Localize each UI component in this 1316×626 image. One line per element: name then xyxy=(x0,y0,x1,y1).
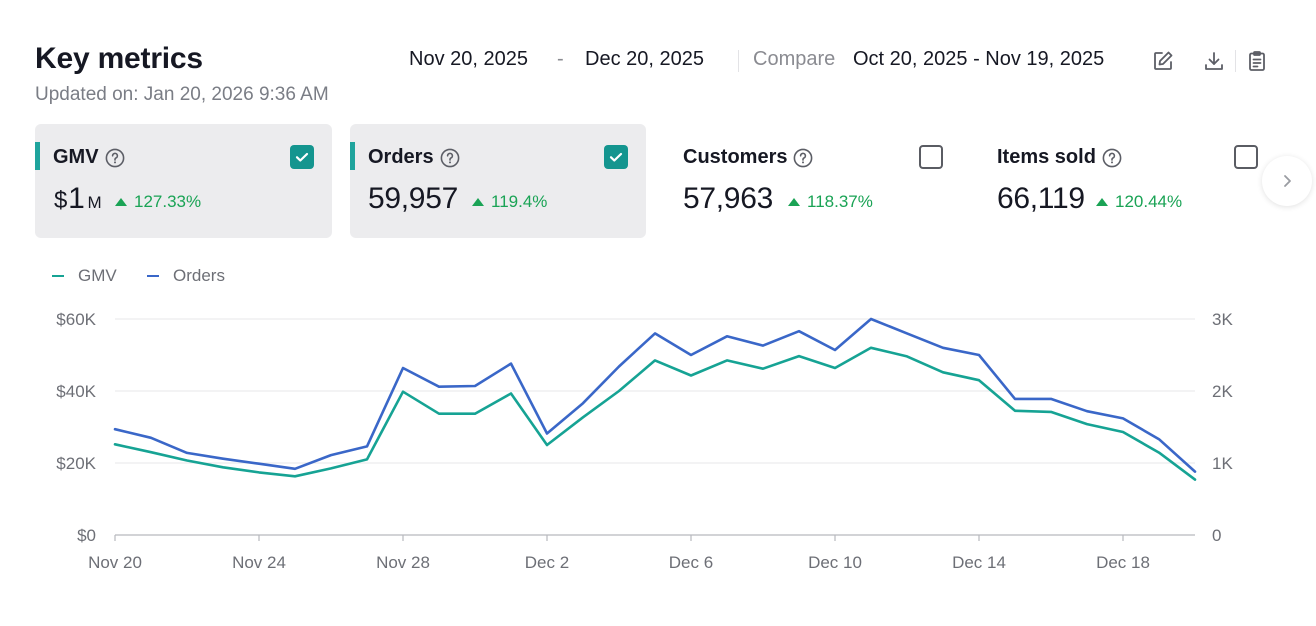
help-icon[interactable] xyxy=(1102,148,1122,168)
y-right-tick-label: 0 xyxy=(1212,526,1221,545)
card-change: 119.4% xyxy=(472,192,547,212)
metric-card-gmv[interactable]: GMV $1 M 127.33% xyxy=(35,124,332,238)
card-checkbox[interactable] xyxy=(290,145,314,169)
card-label: Customers xyxy=(683,146,813,169)
card-checkbox[interactable] xyxy=(604,145,628,169)
up-arrow-icon xyxy=(788,198,800,206)
legend-swatch xyxy=(147,275,159,277)
y-left-tick-label: $40K xyxy=(56,382,96,401)
metric-card-orders[interactable]: Orders 59,957 119.4% xyxy=(350,124,646,238)
card-label: Items sold xyxy=(997,146,1122,169)
metric-card-customers[interactable]: Customers 57,963 118.37% xyxy=(665,124,961,238)
card-label: Orders xyxy=(368,146,460,169)
y-left-tick-label: $60K xyxy=(56,310,96,329)
card-accent-bar xyxy=(35,142,40,170)
x-tick-label: Dec 14 xyxy=(952,553,1006,572)
up-arrow-icon xyxy=(115,198,127,206)
date-range-start[interactable]: Nov 20, 2025 xyxy=(409,48,528,70)
card-label: GMV xyxy=(53,146,125,169)
y-right-tick-label: 2K xyxy=(1212,382,1233,401)
y-left-tick-label: $0 xyxy=(77,526,96,545)
legend-item-orders[interactable]: Orders xyxy=(147,266,225,286)
updated-timestamp: Updated on: Jan 20, 2026 9:36 AM xyxy=(35,84,329,105)
up-arrow-icon xyxy=(472,198,484,206)
legend-swatch xyxy=(52,275,64,277)
x-tick-label: Dec 18 xyxy=(1096,553,1150,572)
divider xyxy=(738,50,739,72)
x-tick-label: Dec 2 xyxy=(525,553,569,572)
card-change: 120.44% xyxy=(1096,192,1182,212)
card-value: 66,119 xyxy=(997,182,1085,215)
card-accent-bar xyxy=(350,142,355,170)
next-cards-button[interactable] xyxy=(1262,156,1312,206)
x-tick-label: Nov 20 xyxy=(88,553,142,572)
date-range-end[interactable]: Dec 20, 2025 xyxy=(585,48,704,70)
card-change: 127.33% xyxy=(115,192,201,212)
card-checkbox[interactable] xyxy=(1234,145,1258,169)
x-tick-label: Nov 28 xyxy=(376,553,430,572)
page-title: Key metrics xyxy=(35,42,203,75)
compare-label: Compare xyxy=(753,48,836,70)
legend-item-gmv[interactable]: GMV xyxy=(52,266,117,286)
help-icon[interactable] xyxy=(105,148,125,168)
help-icon[interactable] xyxy=(793,148,813,168)
card-value: 59,957 xyxy=(368,182,458,215)
edit-icon[interactable] xyxy=(1151,49,1175,73)
y-right-tick-label: 1K xyxy=(1212,454,1233,473)
card-value: 57,963 xyxy=(683,182,773,215)
help-icon[interactable] xyxy=(440,148,460,168)
divider xyxy=(1235,50,1236,72)
x-tick-label: Nov 24 xyxy=(232,553,286,572)
up-arrow-icon xyxy=(1096,198,1108,206)
x-tick-label: Dec 6 xyxy=(669,553,713,572)
series-line-gmv xyxy=(113,346,1197,481)
card-checkbox[interactable] xyxy=(919,145,943,169)
metric-card-items-sold[interactable]: Items sold 66,119 120.44% xyxy=(979,124,1275,238)
download-icon[interactable] xyxy=(1202,49,1226,73)
clipboard-icon[interactable] xyxy=(1245,49,1269,73)
x-tick-label: Dec 10 xyxy=(808,553,862,572)
series-line-orders xyxy=(113,317,1197,473)
compare-date-range[interactable]: Oct 20, 2025 - Nov 19, 2025 xyxy=(853,48,1105,70)
y-left-tick-label: $20K xyxy=(56,454,96,473)
card-value: $1 M xyxy=(54,182,102,215)
date-range-separator: - xyxy=(557,48,564,70)
chevron-right-icon xyxy=(1284,175,1291,187)
y-right-tick-label: 3K xyxy=(1212,310,1233,329)
card-change: 118.37% xyxy=(788,192,873,212)
